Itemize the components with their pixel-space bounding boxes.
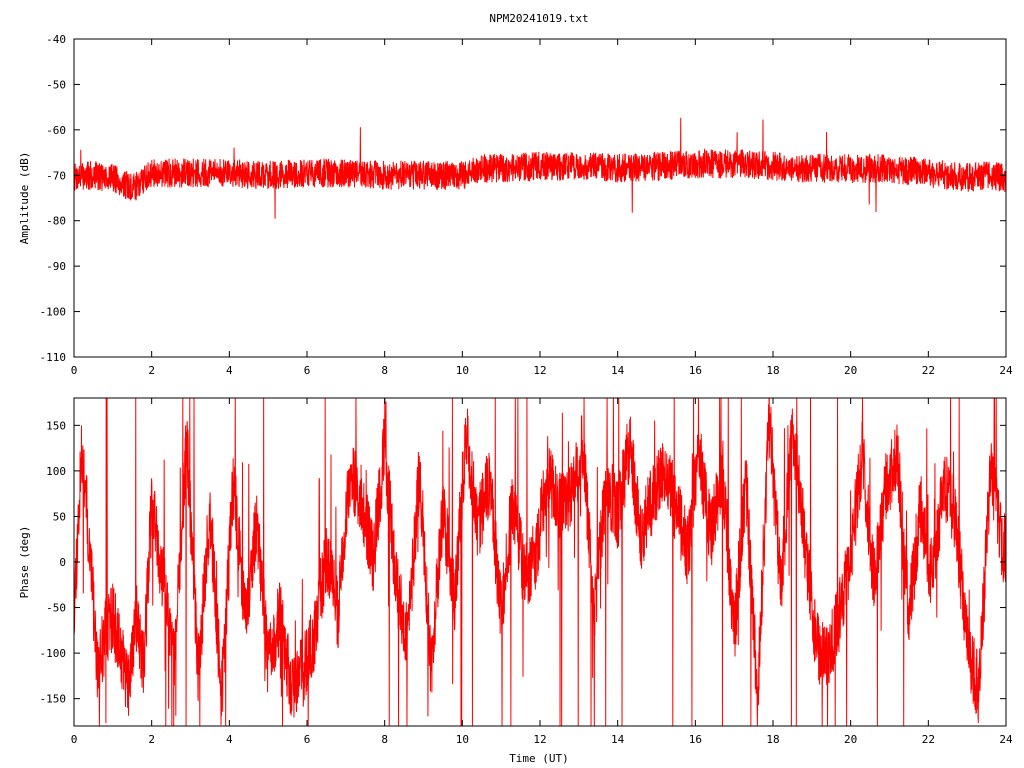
- x-tick: 18: [766, 39, 780, 377]
- x-tick-label: 12: [533, 364, 546, 377]
- phase-series: [74, 398, 1006, 726]
- x-tick-label: 6: [304, 733, 311, 746]
- x-tick-label: 10: [456, 364, 469, 377]
- x-tick-label: 22: [922, 733, 935, 746]
- x-tick-label: 2: [148, 733, 155, 746]
- y-tick-label: -50: [46, 602, 66, 615]
- y-tick: 150: [46, 419, 1006, 432]
- x-tick: 20: [844, 398, 857, 746]
- x-tick: 10: [456, 398, 469, 746]
- x-tick: 4: [226, 398, 233, 746]
- x-tick: 22: [922, 39, 935, 377]
- x-tick-label: 4: [226, 364, 233, 377]
- y-tick: -100: [40, 647, 1006, 660]
- x-tick-label: 0: [71, 733, 78, 746]
- y-tick-label: 50: [53, 510, 66, 523]
- x-tick-label: 0: [71, 364, 78, 377]
- x-tick: 16: [689, 398, 702, 746]
- y-tick: -40: [46, 33, 1006, 46]
- x-tick-label: 20: [844, 364, 857, 377]
- amplitude-y-axis-label: Amplitude (dB): [18, 152, 31, 245]
- x-tick-label: 24: [999, 733, 1013, 746]
- x-tick: 24: [999, 398, 1013, 746]
- y-tick: 100: [46, 465, 1006, 478]
- x-tick: 12: [533, 39, 547, 377]
- x-tick: 22: [922, 398, 935, 746]
- series-line: [74, 117, 1006, 219]
- chart-title: NPM20241019.txt: [489, 12, 588, 25]
- series-line: [74, 398, 1006, 726]
- x-tick: 16: [689, 39, 702, 377]
- x-tick-label: 14: [611, 733, 625, 746]
- phase-panel: 0 2 4 6 8 10 12 14 16 18 20 22 24150100500-50-100-15…: [18, 397, 1013, 765]
- x-tick: 6: [304, 398, 311, 746]
- x-tick-label: 22: [922, 364, 935, 377]
- y-tick: -150: [40, 693, 1006, 706]
- x-tick: 0: [71, 39, 78, 377]
- x-tick: 2: [148, 39, 155, 377]
- y-tick-label: 150: [46, 419, 66, 432]
- x-tick: 14: [611, 398, 625, 746]
- y-tick: -100: [40, 306, 1006, 319]
- y-tick: -50: [46, 602, 1006, 615]
- x-tick-label: 16: [689, 733, 702, 746]
- x-tick: 12: [533, 398, 547, 746]
- y-tick-label: -100: [40, 647, 67, 660]
- y-tick-label: 0: [59, 556, 66, 569]
- phase-axes: 0 2 4 6 8 10 12 14 16 18 20 22 24150100500-50-100-15…: [40, 398, 1013, 746]
- y-tick: -80: [46, 215, 1006, 228]
- x-tick-label: 6: [304, 364, 311, 377]
- y-tick: -110: [40, 351, 1006, 364]
- x-tick: 4: [226, 39, 233, 377]
- y-tick-label: -150: [40, 693, 67, 706]
- amplitude-panel: 0 2 4 6 8 10 12 14 16 18 20 22 24-40-50-60-70-80-90-…: [18, 33, 1013, 377]
- y-tick: -90: [46, 260, 1006, 273]
- amplitude-plot-frame: [73, 38, 1007, 358]
- y-tick-label: -50: [46, 78, 66, 91]
- x-tick-label: 8: [381, 733, 388, 746]
- y-tick-label: 100: [46, 465, 66, 478]
- x-tick-label: 14: [611, 364, 625, 377]
- amplitude-series: [74, 117, 1006, 219]
- y-tick: 0: [59, 556, 1006, 569]
- y-tick-label: -80: [46, 215, 66, 228]
- y-tick: -50: [46, 78, 1006, 91]
- x-tick-label: 8: [381, 364, 388, 377]
- y-tick-label: -110: [40, 351, 67, 364]
- x-tick-label: 12: [533, 733, 546, 746]
- y-tick-label: -100: [40, 306, 67, 319]
- x-tick: 14: [611, 39, 625, 377]
- x-tick: 2: [148, 398, 155, 746]
- x-tick: 8: [381, 39, 388, 377]
- x-tick-label: 18: [766, 733, 779, 746]
- y-tick-label: -40: [46, 33, 66, 46]
- x-tick-label: 2: [148, 364, 155, 377]
- x-tick: 20: [844, 39, 857, 377]
- phase-x-axis-label: Time (UT): [509, 752, 569, 765]
- x-tick: 24: [999, 39, 1013, 377]
- x-tick: 18: [766, 398, 780, 746]
- x-tick-label: 18: [766, 364, 779, 377]
- x-tick-label: 16: [689, 364, 702, 377]
- x-tick: 10: [456, 39, 469, 377]
- x-tick-label: 4: [226, 733, 233, 746]
- x-tick: 0: [71, 398, 78, 746]
- x-tick-label: 10: [456, 733, 469, 746]
- y-tick-label: -60: [46, 124, 66, 137]
- y-tick-label: -70: [46, 169, 66, 182]
- phase-y-axis-label: Phase (deg): [18, 526, 31, 599]
- y-tick-label: -90: [46, 260, 66, 273]
- x-tick-label: 20: [844, 733, 857, 746]
- x-tick-label: 24: [999, 364, 1013, 377]
- x-tick: 8: [381, 398, 388, 746]
- y-tick: 50: [53, 510, 1006, 523]
- x-tick: 6: [304, 39, 311, 377]
- y-tick: -70: [46, 169, 1006, 182]
- y-tick: -60: [46, 124, 1006, 137]
- amplitude-axes: 0 2 4 6 8 10 12 14 16 18 20 22 24-40-50-60-70-80-90-…: [40, 33, 1013, 377]
